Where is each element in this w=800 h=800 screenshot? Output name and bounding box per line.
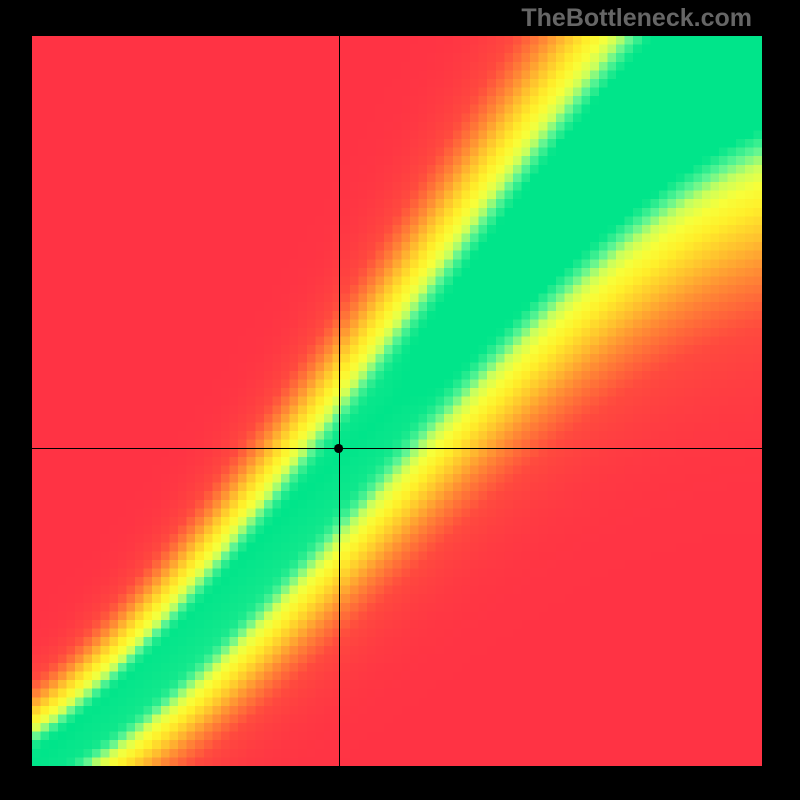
plot-area [32, 36, 762, 766]
watermark-text: TheBottleneck.com [521, 4, 752, 33]
crosshair-overlay [32, 36, 762, 766]
chart-container: TheBottleneck.com [0, 0, 800, 800]
